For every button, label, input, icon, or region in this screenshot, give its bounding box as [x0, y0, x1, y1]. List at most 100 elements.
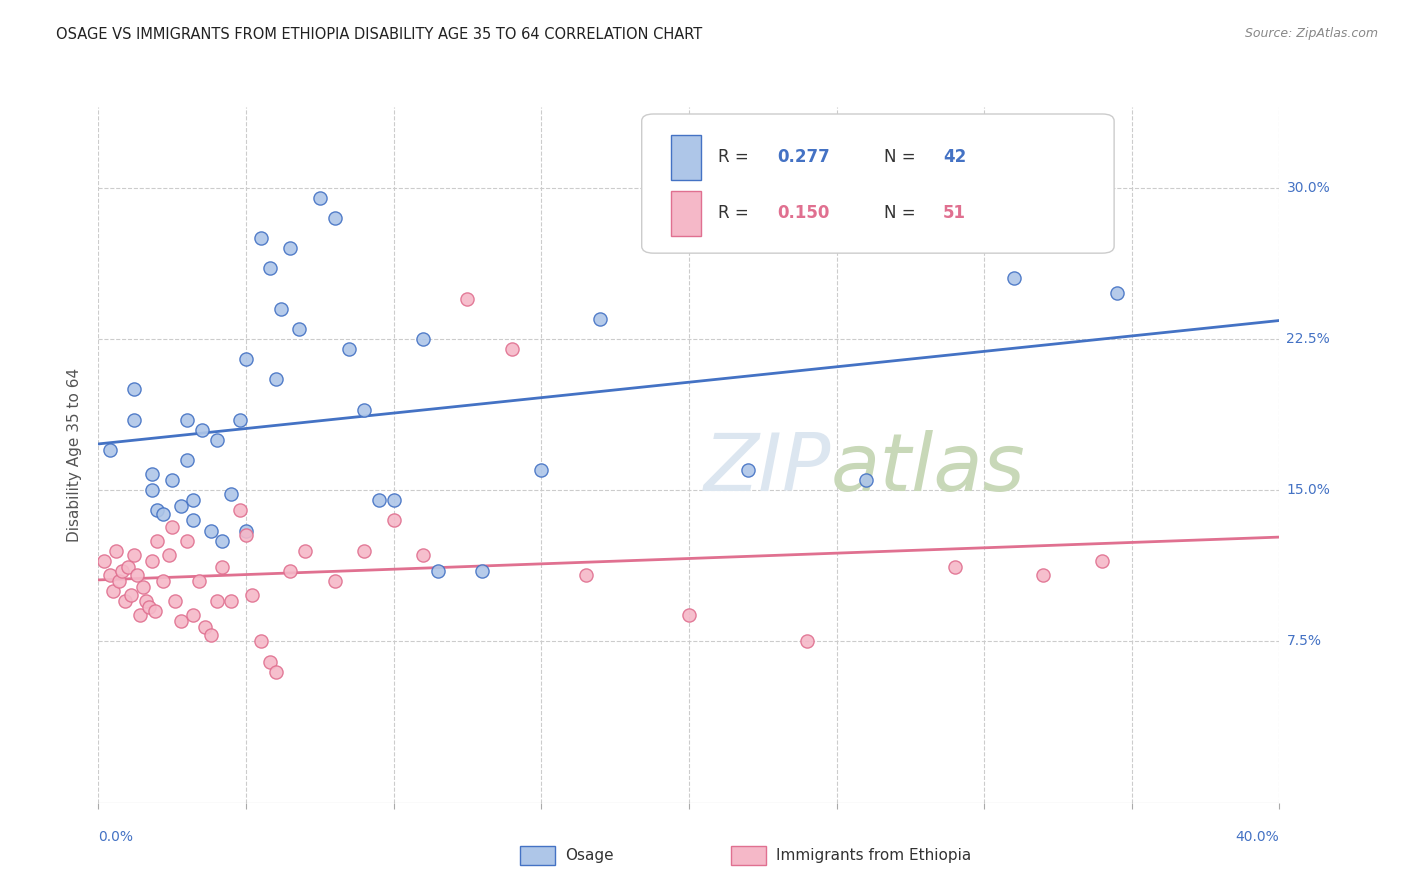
Point [187, 574, 209, 588]
Point [737, 463, 759, 477]
Point [205, 433, 228, 447]
Point [181, 608, 204, 623]
Point [93, 554, 115, 568]
Point [132, 580, 155, 594]
Point [200, 524, 222, 538]
Point [382, 513, 405, 527]
Point [796, 634, 818, 648]
Point [141, 554, 163, 568]
Point [589, 311, 612, 326]
Point [125, 568, 148, 582]
Text: Source: ZipAtlas.com: Source: ZipAtlas.com [1244, 27, 1378, 40]
Point [211, 533, 233, 548]
Point [219, 594, 242, 608]
Point [103, 584, 125, 599]
Point [943, 559, 966, 574]
Point [108, 574, 131, 588]
Point [353, 543, 375, 558]
Point [1105, 285, 1128, 300]
Point [678, 608, 700, 623]
Point [229, 412, 252, 426]
Point [176, 533, 198, 548]
Point [176, 412, 198, 426]
Point [456, 292, 478, 306]
Point [235, 352, 257, 367]
Text: 7.5%: 7.5% [1286, 634, 1322, 648]
Point [138, 600, 160, 615]
Text: N =: N = [884, 148, 921, 167]
Text: Immigrants from Ethiopia: Immigrants from Ethiopia [776, 848, 972, 863]
Point [152, 574, 174, 588]
Point [105, 543, 128, 558]
Bar [671, 135, 700, 180]
Text: 22.5%: 22.5% [1286, 332, 1330, 346]
Point [122, 383, 145, 397]
Point [152, 508, 174, 522]
Point [412, 332, 434, 346]
Text: 15.0%: 15.0% [1286, 483, 1330, 497]
Point [165, 594, 187, 608]
Text: 42: 42 [943, 148, 966, 167]
Point [264, 372, 287, 386]
Point [309, 191, 332, 205]
Text: 30.0%: 30.0% [1286, 181, 1330, 194]
Point [353, 402, 375, 417]
Point [412, 548, 434, 562]
Point [128, 608, 150, 623]
Point [270, 301, 292, 316]
Point [471, 564, 494, 578]
Point [143, 604, 166, 618]
Point [162, 519, 183, 533]
Text: 51: 51 [943, 204, 966, 222]
Point [141, 467, 163, 481]
Point [229, 503, 252, 517]
Point [250, 634, 273, 648]
Point [162, 473, 183, 487]
Point [278, 241, 302, 255]
Point [98, 442, 121, 457]
Point [1091, 554, 1114, 568]
Point [1002, 271, 1025, 285]
Point [530, 463, 553, 477]
Point [323, 211, 346, 225]
Text: 40.0%: 40.0% [1236, 830, 1279, 844]
FancyBboxPatch shape [641, 114, 1114, 253]
Point [181, 513, 204, 527]
Point [170, 615, 193, 629]
Point [120, 588, 142, 602]
Text: 0.150: 0.150 [778, 204, 830, 222]
Point [250, 231, 273, 245]
Bar [671, 191, 700, 235]
Point [181, 493, 204, 508]
Text: OSAGE VS IMMIGRANTS FROM ETHIOPIA DISABILITY AGE 35 TO 64 CORRELATION CHART: OSAGE VS IMMIGRANTS FROM ETHIOPIA DISABI… [56, 27, 703, 42]
Point [205, 594, 228, 608]
Point [1032, 568, 1054, 582]
Point [288, 322, 311, 336]
Point [278, 564, 302, 578]
Point [111, 564, 134, 578]
Point [219, 487, 242, 501]
Point [170, 500, 193, 514]
Text: R =: R = [718, 204, 755, 222]
Point [122, 548, 145, 562]
Point [259, 261, 281, 276]
Point [146, 533, 169, 548]
Point [117, 559, 139, 574]
Point [337, 342, 360, 356]
Y-axis label: Disability Age 35 to 64: Disability Age 35 to 64 [67, 368, 83, 542]
Point [157, 548, 180, 562]
Text: ZIP: ZIP [703, 430, 831, 508]
Point [135, 594, 157, 608]
Point [574, 568, 596, 582]
Text: 0.0%: 0.0% [98, 830, 134, 844]
Point [235, 527, 257, 541]
Point [98, 568, 121, 582]
Point [146, 503, 169, 517]
Point [382, 493, 405, 508]
Point [264, 665, 287, 679]
Point [235, 524, 257, 538]
Text: Osage: Osage [565, 848, 614, 863]
Text: N =: N = [884, 204, 921, 222]
Point [194, 620, 217, 634]
Point [427, 564, 450, 578]
